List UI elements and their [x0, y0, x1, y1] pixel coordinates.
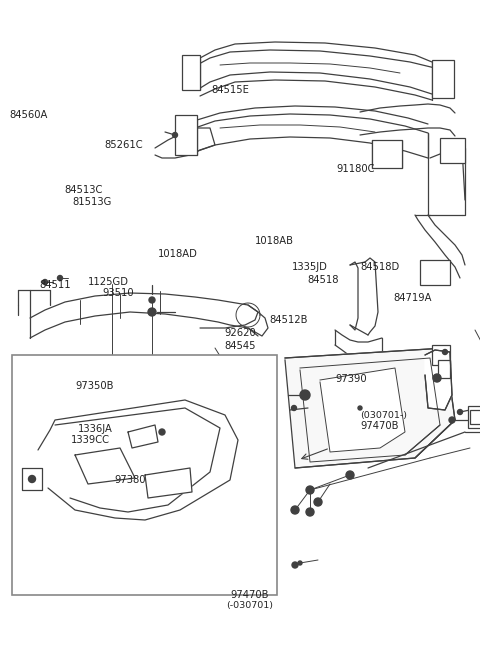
Circle shape [291, 506, 299, 514]
Polygon shape [75, 448, 135, 484]
Text: 85261C: 85261C [105, 140, 143, 151]
Circle shape [457, 409, 463, 415]
Text: 84513C: 84513C [65, 185, 103, 195]
Text: 1336JA: 1336JA [78, 424, 113, 434]
Polygon shape [425, 350, 452, 410]
Polygon shape [22, 468, 42, 490]
Circle shape [433, 374, 441, 382]
Text: 84518: 84518 [307, 275, 339, 286]
Text: 1335JD: 1335JD [292, 262, 328, 272]
Circle shape [358, 406, 362, 410]
Bar [182, 55, 200, 90]
Circle shape [449, 417, 455, 423]
Circle shape [298, 561, 302, 565]
Bar [432, 345, 450, 365]
Bar [438, 360, 450, 378]
Text: 91180C: 91180C [336, 164, 374, 174]
Text: 97380: 97380 [114, 475, 146, 485]
Polygon shape [320, 368, 405, 452]
Polygon shape [38, 400, 238, 520]
Circle shape [314, 498, 322, 506]
Circle shape [28, 476, 36, 483]
Text: 1339CC: 1339CC [71, 435, 110, 445]
Text: 81513G: 81513G [72, 196, 112, 207]
Circle shape [58, 276, 62, 280]
Circle shape [43, 280, 48, 284]
Text: 92620: 92620 [224, 328, 256, 338]
Circle shape [292, 562, 298, 568]
Circle shape [443, 350, 447, 354]
Text: 84511: 84511 [39, 280, 71, 290]
Text: 84518D: 84518D [360, 262, 399, 272]
Text: (030701-): (030701-) [360, 411, 407, 420]
Circle shape [306, 486, 314, 494]
Bar [372, 140, 402, 168]
Bar [175, 115, 197, 155]
Circle shape [172, 132, 178, 138]
Circle shape [159, 429, 165, 435]
Text: 84545: 84545 [224, 341, 256, 351]
Text: 1018AB: 1018AB [254, 236, 293, 246]
Bar [440, 138, 465, 163]
Text: 97390: 97390 [335, 373, 367, 384]
Text: 84512B: 84512B [270, 314, 308, 325]
Text: 1018AD: 1018AD [157, 249, 197, 259]
Text: (-030701): (-030701) [226, 601, 273, 610]
Text: 84560A: 84560A [10, 109, 48, 120]
Circle shape [149, 297, 155, 303]
Bar [420, 260, 450, 285]
Polygon shape [128, 425, 158, 448]
Bar [432, 60, 454, 98]
Bar [468, 406, 480, 428]
Polygon shape [285, 348, 455, 468]
Text: 93510: 93510 [103, 288, 134, 299]
Text: 84719A: 84719A [394, 293, 432, 303]
Circle shape [300, 390, 310, 400]
Text: 97470B: 97470B [360, 421, 398, 431]
Bar [12, 355, 277, 595]
Circle shape [291, 405, 297, 411]
Text: 1125GD: 1125GD [88, 276, 129, 287]
Text: 97350B: 97350B [76, 381, 114, 392]
Circle shape [148, 308, 156, 316]
Bar [470, 410, 480, 424]
Polygon shape [145, 468, 192, 498]
Text: 84515E: 84515E [211, 85, 249, 96]
Circle shape [306, 508, 314, 516]
Text: 97470B: 97470B [230, 590, 269, 600]
Circle shape [346, 471, 354, 479]
